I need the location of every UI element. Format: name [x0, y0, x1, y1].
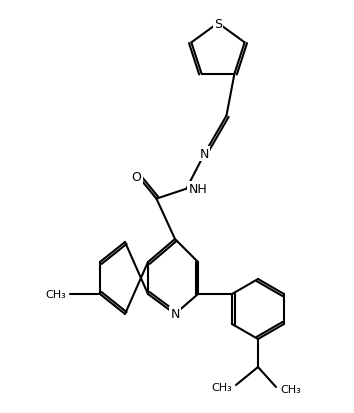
Text: O: O [132, 171, 141, 184]
Text: S: S [214, 17, 222, 31]
Text: NH: NH [188, 183, 207, 196]
Text: CH₃: CH₃ [280, 384, 301, 394]
Text: N: N [200, 148, 209, 161]
Text: N: N [170, 308, 180, 321]
Text: CH₃: CH₃ [211, 382, 232, 392]
Text: CH₃: CH₃ [45, 289, 66, 299]
